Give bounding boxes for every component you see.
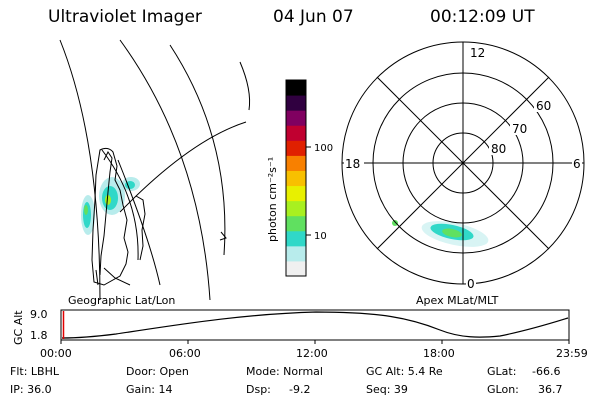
colorbar-band (286, 110, 306, 126)
altitude-curve (61, 311, 569, 339)
polar-map: 12 18 6 0 60 70 80 (341, 41, 585, 291)
gain-info: Gain: 14 (126, 383, 173, 396)
mlat-label-60: 60 (536, 99, 551, 113)
mode-info: Mode: Normal (246, 365, 323, 378)
colorbar-gradient (286, 80, 306, 277)
ip-info: IP: 36.0 (10, 383, 52, 396)
colorbar-band (286, 170, 306, 187)
colorbar-label-10: 10 (314, 231, 327, 242)
time-tick-0600: 06:00 (169, 347, 201, 360)
mlt-label-6: 6 (573, 157, 581, 171)
colorbar: 100 10 photon cm⁻²s⁻¹ (266, 79, 333, 277)
colorbar-band (286, 95, 306, 111)
time-tick-1200: 12:00 (296, 347, 328, 360)
time-tick-0000: 00:00 (40, 347, 72, 360)
glon-label: GLon: (487, 383, 519, 396)
observation-date: 04 Jun 07 (273, 7, 354, 27)
altitude-axis-label: GC Alt (12, 310, 25, 345)
observation-time: 00:12:09 UT (430, 7, 535, 27)
colorbar-unit-label: photon cm⁻²s⁻¹ (266, 157, 279, 242)
mlt-label-0: 0 (467, 277, 475, 291)
mlt-label-12: 12 (470, 46, 485, 60)
geo-aurora-emission (81, 177, 140, 235)
glat-label: GLat: (487, 365, 517, 378)
altitude-strip: GC Alt 9.0 1.8 00:00 06:00 12:00 18:00 2… (12, 308, 588, 360)
colorbar-band (286, 200, 306, 217)
time-tick-2359: 23:59 (556, 347, 588, 360)
colorbar-frame (285, 79, 307, 277)
colorbar-band (286, 140, 306, 156)
altitude-strip-frame (60, 309, 570, 341)
polar-panel-label: Apex MLat/MLT (416, 294, 499, 307)
door-info: Door: Open (126, 365, 189, 378)
time-tick-1800: 18:00 (423, 347, 455, 360)
geographic-map (59, 39, 251, 301)
mlat-label-70: 70 (512, 122, 527, 136)
instrument-title: Ultraviolet Imager (48, 7, 202, 27)
colorbar-band (286, 215, 306, 232)
gc-alt-info: GC Alt: 5.4 Re (366, 365, 443, 378)
dsp-value: -9.2 (289, 383, 311, 396)
altitude-min-label: 1.8 (30, 329, 48, 342)
filter-info: Flt: LBHL (10, 365, 59, 378)
colorbar-band (286, 80, 306, 96)
colorbar-label-100: 100 (314, 143, 333, 154)
geo-panel-label: Geographic Lat/Lon (68, 294, 175, 307)
mlat-label-80: 80 (491, 142, 506, 156)
colorbar-band (286, 245, 306, 262)
colorbar-band (286, 185, 306, 202)
dsp-label: Dsp: (246, 383, 271, 396)
glat-value: -66.6 (532, 365, 561, 378)
glon-value: 36.7 (538, 383, 563, 396)
colorbar-band (286, 125, 306, 141)
mlt-label-18: 18 (345, 157, 360, 171)
seq-info: Seq: 39 (366, 383, 408, 396)
colorbar-band (286, 230, 306, 247)
altitude-max-label: 9.0 (30, 308, 48, 321)
polar-diagonal-2 (376, 76, 550, 250)
colorbar-band (286, 155, 306, 171)
colorbar-band (286, 260, 306, 277)
